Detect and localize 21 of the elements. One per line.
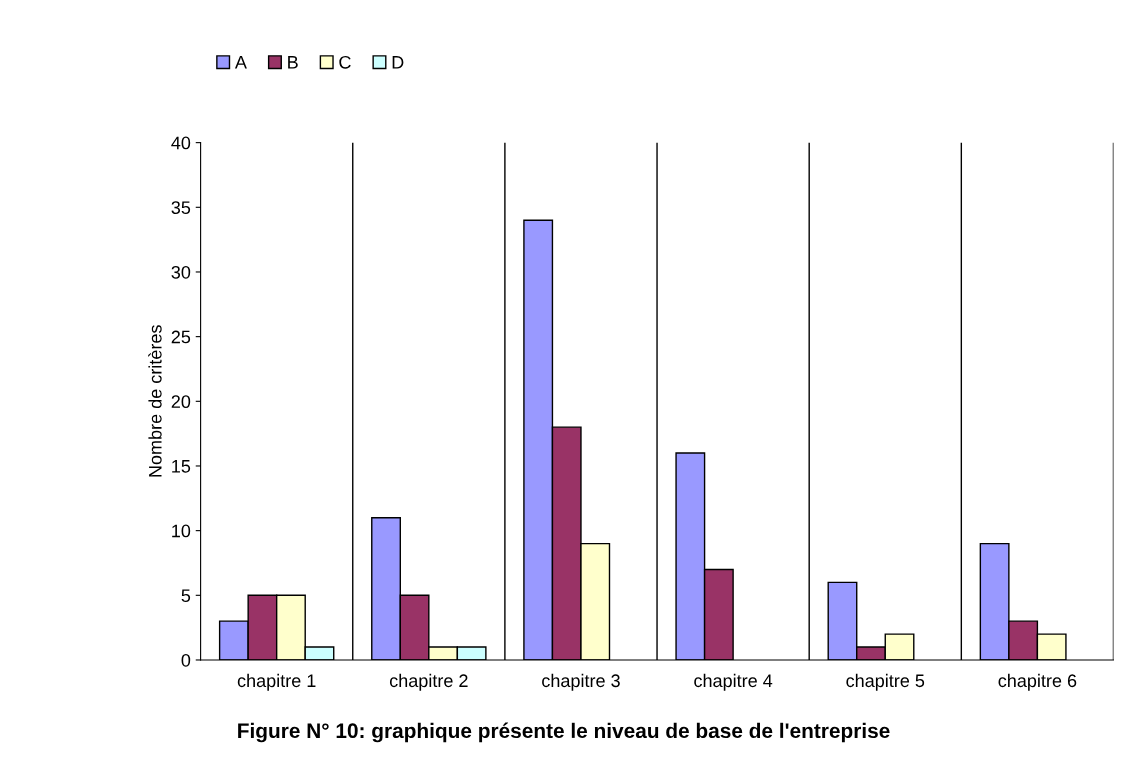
legend-label: C bbox=[339, 55, 351, 69]
y-tick-label: 30 bbox=[171, 265, 191, 279]
x-tick-label: chapitre 1 bbox=[237, 673, 316, 691]
y-tick-label: 10 bbox=[172, 524, 191, 538]
legend-label: B bbox=[288, 56, 298, 69]
x-tick-label: chapitre 3 bbox=[542, 673, 620, 691]
legend-label: A bbox=[234, 56, 247, 69]
legend-label: D bbox=[392, 56, 404, 69]
y-tick-label: 40 bbox=[171, 136, 191, 150]
x-tick-label: chapitre 6 bbox=[998, 673, 1077, 691]
y-tick-label: 0 bbox=[181, 653, 191, 667]
y-tick-label: 5 bbox=[181, 589, 191, 603]
y-tick-label: 25 bbox=[171, 330, 191, 344]
x-tick-label: chapitre 4 bbox=[694, 673, 773, 691]
x-tick-label: chapitre 2 bbox=[389, 673, 468, 691]
y-tick-label: 35 bbox=[171, 201, 191, 215]
y-tick-label: 20 bbox=[171, 395, 191, 409]
y-tick-label: 15 bbox=[172, 460, 191, 473]
y-axis-title: Nombre de critères bbox=[148, 325, 162, 477]
x-tick-label: chapitre 5 bbox=[846, 673, 925, 691]
text: Figure N° 10: graphique présente le niveau de base de l'entreprise bbox=[238, 722, 890, 743]
